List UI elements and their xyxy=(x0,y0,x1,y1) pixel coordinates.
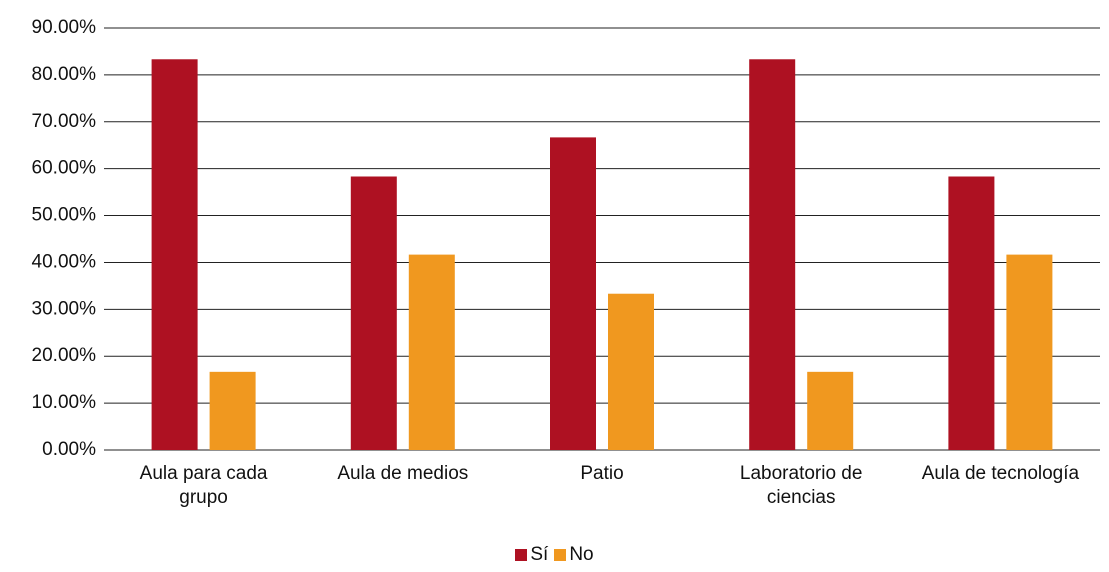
bar xyxy=(1006,254,1053,450)
y-tick-label: 30.00% xyxy=(32,298,97,319)
y-tick-label: 10.00% xyxy=(32,392,97,413)
x-tick-label: Aula de tecnología xyxy=(921,463,1080,484)
legend-item: No xyxy=(554,544,594,566)
x-tick-label: Patio xyxy=(580,463,624,484)
y-tick-label: 90.00% xyxy=(32,17,97,38)
y-tick-label: 20.00% xyxy=(32,345,97,366)
legend: Sí No xyxy=(0,544,1109,567)
bar xyxy=(209,371,256,450)
legend-swatch xyxy=(515,549,528,561)
x-tick-label: Aula para cada grupo xyxy=(139,463,268,508)
bar xyxy=(807,371,854,450)
legend-label: No xyxy=(569,544,594,565)
bar xyxy=(608,293,654,450)
y-tick-label: 80.00% xyxy=(32,64,97,85)
legend-item: Sí xyxy=(515,544,548,566)
x-tick-label: Laboratorio de ciencias xyxy=(739,463,863,508)
y-tick-label: 60.00% xyxy=(32,158,97,179)
bar xyxy=(350,176,397,450)
bar xyxy=(151,59,198,450)
bar xyxy=(749,59,796,450)
y-tick-label: 70.00% xyxy=(32,111,97,132)
legend-label: Sí xyxy=(530,544,549,565)
bar xyxy=(408,254,455,450)
y-tick-label: 40.00% xyxy=(32,251,97,272)
legend-swatch xyxy=(554,549,567,561)
bar xyxy=(948,176,995,450)
y-tick-label: 50.00% xyxy=(32,205,97,226)
bar xyxy=(550,137,596,450)
y-tick-label: 0.00% xyxy=(42,439,96,460)
x-tick-label: Aula de medios xyxy=(337,463,469,484)
